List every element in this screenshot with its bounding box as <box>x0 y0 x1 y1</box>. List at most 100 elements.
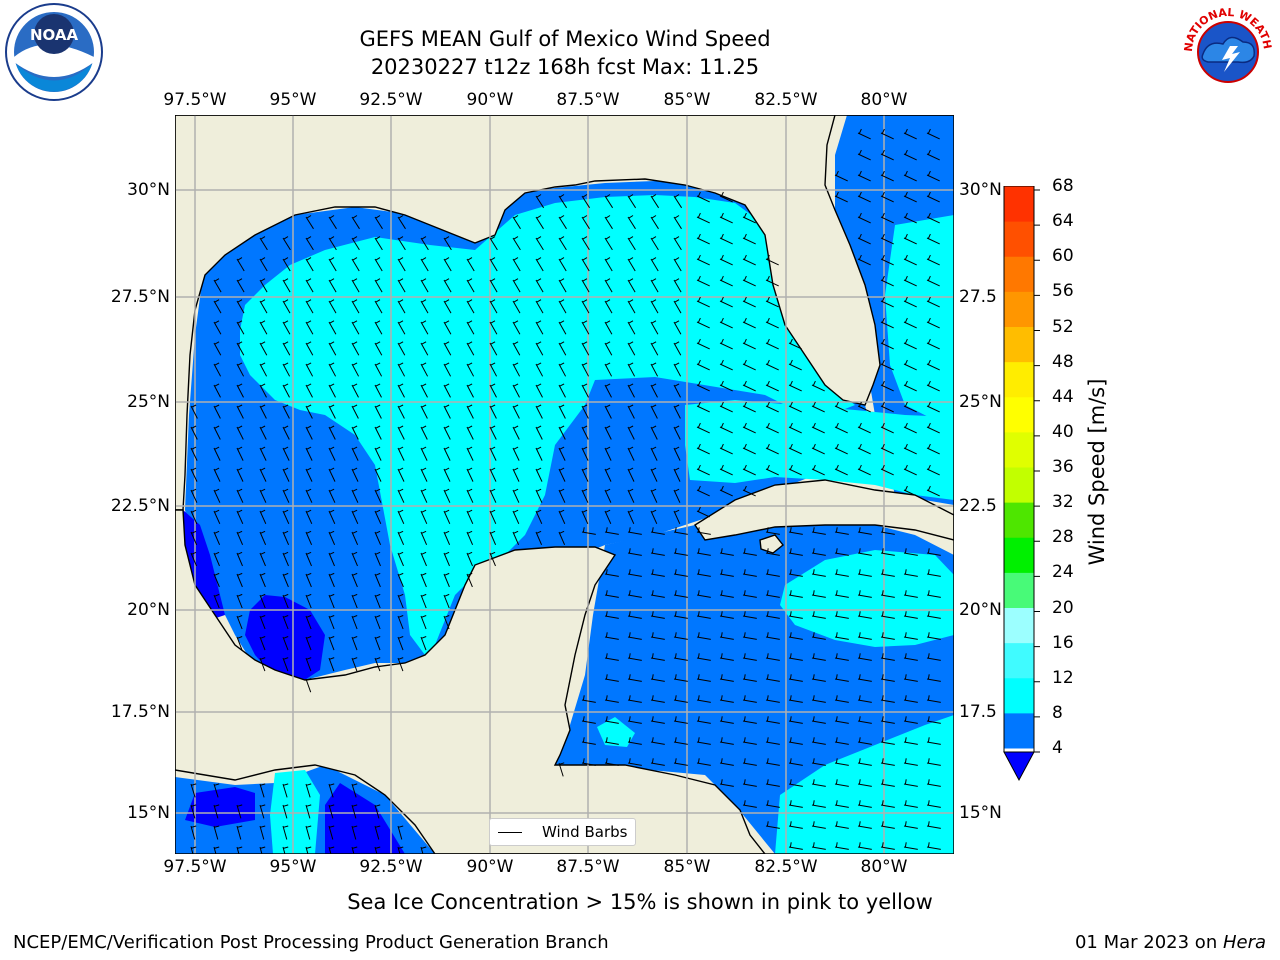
wind-barb <box>880 548 895 556</box>
wind-barb <box>650 674 665 682</box>
wind-barb <box>880 569 895 577</box>
lon-tick-top: 85°W <box>663 90 711 110</box>
wind-barb <box>926 821 941 829</box>
wind-barb <box>719 380 733 392</box>
wind-barb <box>696 737 711 745</box>
wind-barb <box>765 821 780 829</box>
wind-barb <box>213 446 221 461</box>
map-panel <box>174 114 955 861</box>
wind-barb <box>650 488 658 503</box>
lon-tick-bottom: 92.5°W <box>359 857 423 877</box>
wind-barb <box>627 362 636 377</box>
wind-barb <box>397 362 406 377</box>
wind-barb <box>903 611 918 619</box>
wind-barb <box>811 716 826 724</box>
us-gulf-coast <box>174 114 954 511</box>
wind-barb <box>581 341 590 356</box>
wind-barb <box>788 674 803 682</box>
wind-barb <box>834 716 849 724</box>
wind-barb <box>719 296 733 308</box>
wind-barb <box>420 615 427 630</box>
wind-barb <box>834 800 849 808</box>
wind-barb <box>581 695 596 703</box>
wind-barb <box>374 425 382 440</box>
gulf-cyan <box>240 195 855 655</box>
wind-barb <box>880 317 894 329</box>
wind-barb <box>604 404 612 419</box>
wind-barb <box>834 464 848 476</box>
lon-tick-bottom: 95°W <box>269 857 317 877</box>
wind-barb <box>765 632 780 640</box>
wind-barb <box>558 257 567 272</box>
wind-barb <box>236 572 243 588</box>
colorbar-segment <box>1004 607 1034 644</box>
wind-barb <box>443 488 451 503</box>
lat-tick-right: 27.5 <box>959 287 997 307</box>
wind-barb <box>190 530 198 546</box>
colorbar-tick-label: 20 <box>1052 597 1074 618</box>
wind-barb <box>880 191 894 203</box>
colorbar-tick-label: 28 <box>1052 527 1074 548</box>
colorbar-segment <box>1004 537 1034 573</box>
wind-barb <box>374 320 383 335</box>
wind-barb <box>903 779 918 787</box>
wind-barb <box>420 425 428 440</box>
wind-barb <box>788 611 803 619</box>
colorbar-segment <box>1004 326 1034 363</box>
wind-barb <box>857 191 871 203</box>
wind-barb <box>811 632 826 640</box>
wind-barb <box>305 804 312 819</box>
wind-barb <box>190 446 198 461</box>
wind-barb <box>673 362 682 377</box>
wind-barb <box>926 695 941 703</box>
wind-barb <box>305 320 314 335</box>
wind-barb <box>305 341 314 356</box>
wind-barb <box>834 443 848 455</box>
wind-barb <box>374 636 381 651</box>
wind-barb <box>880 443 894 455</box>
wind-barb <box>742 611 757 619</box>
wind-barb <box>420 530 428 546</box>
wind-barb <box>236 299 245 314</box>
wind-barb <box>926 485 940 497</box>
wind-barb <box>535 530 543 546</box>
wind-barb <box>259 657 266 672</box>
wind-barb <box>466 341 475 356</box>
wind-barb <box>834 821 849 829</box>
colorbar-segment <box>1004 572 1034 608</box>
wind-barb <box>834 611 849 619</box>
lon-tick-top: 82.5°W <box>754 90 818 110</box>
wind-barb <box>903 800 918 808</box>
wind-barb <box>811 548 826 556</box>
wind-barb <box>466 257 475 272</box>
wind-barb <box>328 488 336 503</box>
wind-barb <box>627 488 635 503</box>
wind-barb <box>328 783 335 798</box>
wind-barb <box>673 257 682 272</box>
svg-text:NOAA: NOAA <box>30 26 79 44</box>
wind-barb <box>558 404 566 419</box>
wind-barb <box>604 611 619 619</box>
wind-barb <box>811 380 825 392</box>
wind-barb <box>880 380 894 392</box>
wind-barb <box>673 215 682 230</box>
wind-barb <box>788 569 803 577</box>
wind-barb <box>489 278 498 293</box>
wind-barb <box>742 590 757 598</box>
colorbar-segment <box>1004 467 1034 503</box>
wind-barb <box>742 296 756 308</box>
wind-barb <box>673 278 682 293</box>
wind-barb <box>397 299 406 314</box>
wind-barb <box>443 341 452 356</box>
wind-barb <box>443 278 452 293</box>
wind-barb <box>489 530 497 546</box>
wind-barb <box>627 299 636 314</box>
wind-barb <box>351 593 358 609</box>
wind-barb <box>259 488 267 503</box>
wind-barb <box>305 593 312 609</box>
wind-barb <box>259 341 268 356</box>
wind-barb <box>397 278 406 293</box>
lat-tick-left: 15°N <box>127 803 170 823</box>
wind-barb <box>673 341 682 356</box>
wind-barb <box>282 636 289 651</box>
